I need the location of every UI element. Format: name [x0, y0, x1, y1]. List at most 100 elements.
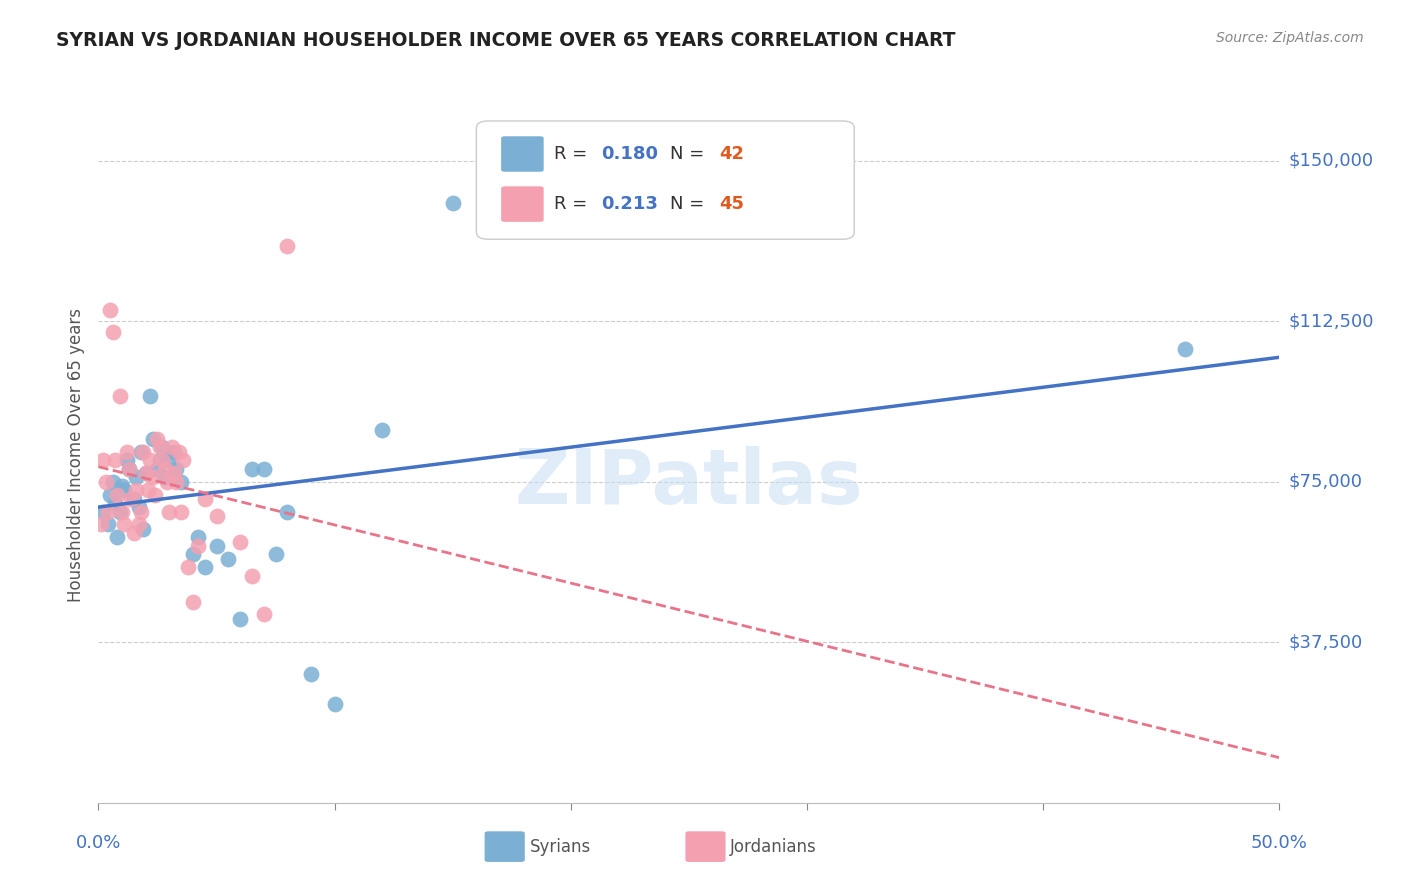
FancyBboxPatch shape: [485, 831, 524, 862]
Point: [118, 462, 141, 476]
Point: [125, 470, 148, 484]
Point: [111, 479, 134, 493]
Point: [160, 441, 183, 455]
Point: [105, 487, 128, 501]
Point: [91, 453, 114, 467]
Point: [157, 453, 180, 467]
Point: [142, 432, 165, 446]
Point: [98, 303, 121, 318]
Point: [172, 453, 194, 467]
Text: 0.180: 0.180: [602, 145, 658, 163]
Point: [153, 470, 176, 484]
Point: [94, 475, 117, 489]
Point: [146, 432, 169, 446]
Point: [139, 389, 162, 403]
Point: [156, 475, 179, 489]
Text: R =: R =: [554, 145, 593, 163]
Point: [229, 612, 252, 626]
Point: [441, 196, 464, 211]
Point: [121, 491, 143, 506]
Point: [135, 466, 157, 480]
Point: [139, 453, 162, 467]
Point: [205, 539, 228, 553]
Point: [163, 444, 186, 458]
Point: [170, 475, 193, 489]
Text: $37,500: $37,500: [1289, 633, 1364, 651]
Point: [371, 423, 394, 437]
Text: N =: N =: [671, 145, 710, 163]
Text: N =: N =: [671, 195, 710, 213]
Point: [229, 534, 252, 549]
Point: [128, 500, 150, 515]
Point: [132, 522, 155, 536]
Point: [101, 475, 124, 489]
FancyBboxPatch shape: [501, 136, 544, 172]
Point: [118, 462, 141, 476]
Point: [217, 551, 239, 566]
Point: [146, 462, 169, 476]
Point: [170, 505, 193, 519]
Text: Source: ZipAtlas.com: Source: ZipAtlas.com: [1216, 31, 1364, 45]
Point: [264, 548, 287, 562]
FancyBboxPatch shape: [685, 831, 725, 862]
Y-axis label: Householder Income Over 65 years: Householder Income Over 65 years: [66, 308, 84, 602]
Point: [150, 453, 173, 467]
Text: 0.0%: 0.0%: [76, 834, 121, 852]
Point: [150, 441, 173, 455]
Point: [167, 444, 190, 458]
Point: [181, 594, 204, 608]
Text: Syrians: Syrians: [530, 838, 591, 855]
Point: [157, 505, 180, 519]
FancyBboxPatch shape: [501, 186, 544, 222]
Point: [122, 491, 145, 506]
Point: [240, 569, 263, 583]
Point: [115, 453, 138, 467]
Point: [135, 466, 157, 480]
Point: [108, 389, 131, 403]
Point: [149, 453, 172, 467]
Point: [205, 508, 228, 523]
Text: 45: 45: [720, 195, 745, 213]
Point: [97, 505, 120, 519]
Point: [128, 517, 150, 532]
Text: 50.0%: 50.0%: [1251, 834, 1308, 852]
Text: 0.213: 0.213: [602, 195, 658, 213]
Text: ZIPatlas: ZIPatlas: [515, 446, 863, 520]
Point: [108, 505, 131, 519]
Point: [112, 483, 135, 498]
Point: [323, 698, 346, 712]
Point: [153, 462, 176, 476]
Point: [111, 505, 134, 519]
Point: [129, 444, 152, 458]
Point: [163, 466, 186, 480]
Point: [299, 667, 322, 681]
Point: [90, 517, 112, 532]
Point: [165, 462, 187, 476]
Point: [276, 505, 298, 519]
Point: [125, 483, 148, 498]
Point: [142, 470, 165, 484]
Point: [276, 239, 298, 253]
Point: [98, 487, 121, 501]
Text: 42: 42: [720, 145, 745, 163]
Point: [165, 475, 187, 489]
Point: [136, 483, 159, 498]
Point: [1174, 342, 1197, 356]
Point: [143, 487, 166, 501]
Text: $75,000: $75,000: [1289, 473, 1362, 491]
Text: Jordanians: Jordanians: [730, 838, 817, 855]
Point: [91, 505, 114, 519]
Point: [194, 491, 217, 506]
Point: [132, 444, 155, 458]
Point: [253, 607, 276, 622]
Text: SYRIAN VS JORDANIAN HOUSEHOLDER INCOME OVER 65 YEARS CORRELATION CHART: SYRIAN VS JORDANIAN HOUSEHOLDER INCOME O…: [56, 31, 956, 50]
Point: [187, 539, 209, 553]
Point: [101, 325, 124, 339]
Text: R =: R =: [554, 195, 593, 213]
FancyBboxPatch shape: [477, 121, 855, 239]
Point: [187, 530, 209, 544]
Text: $150,000: $150,000: [1289, 152, 1374, 169]
Point: [104, 453, 127, 467]
Point: [149, 441, 172, 455]
Point: [105, 530, 128, 544]
